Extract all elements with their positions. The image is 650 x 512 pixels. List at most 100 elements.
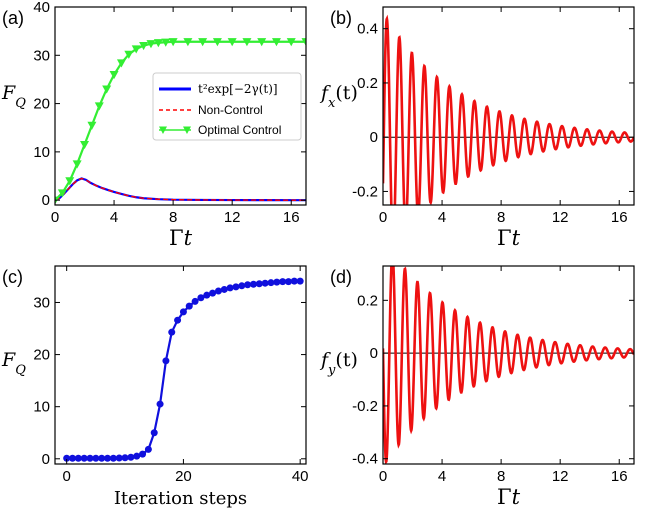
- x-tick-label: 40: [292, 468, 309, 485]
- x-axis-label: Γt: [497, 485, 521, 509]
- data-point-14: [153, 39, 163, 48]
- series-line-0: [66, 280, 301, 460]
- series-line-1: [55, 177, 306, 201]
- x-tick-label: 16: [283, 209, 300, 226]
- x-tick-label: 8: [497, 209, 505, 226]
- data-point-23: [197, 294, 205, 302]
- data-point-18: [168, 328, 176, 336]
- data-point-27: [220, 285, 228, 293]
- x-tick-label: 16: [611, 209, 628, 226]
- data-point-6: [94, 102, 104, 111]
- x-tick-label: 20: [175, 468, 192, 485]
- x-tick-label: 4: [438, 468, 446, 485]
- panel-label: (d): [330, 267, 352, 287]
- data-point-33: [255, 280, 263, 288]
- series-line-0: [55, 177, 306, 202]
- data-point-9: [116, 59, 126, 68]
- panel-label: (a): [2, 8, 24, 28]
- data-point-3: [72, 160, 82, 169]
- x-tick-label: 4: [110, 209, 118, 226]
- data-point-31: [244, 281, 252, 289]
- data-point-13: [146, 40, 156, 49]
- plot-area: [55, 38, 306, 205]
- data-point-39: [290, 277, 298, 285]
- data-point-19: [174, 316, 182, 324]
- data-point-17: [183, 38, 193, 47]
- data-point-6: [98, 454, 106, 462]
- data-point-15: [150, 429, 158, 437]
- plot-area: [63, 277, 304, 462]
- data-point-21: [185, 302, 193, 310]
- data-point-7: [102, 85, 112, 94]
- plot-frame: [54, 6, 307, 206]
- x-tick-label: 0: [379, 209, 387, 226]
- series-line-0: [383, 14, 634, 205]
- data-point-9: [115, 454, 123, 462]
- data-point-15: [161, 38, 171, 47]
- data-point-38: [284, 278, 292, 286]
- data-point-25: [209, 289, 217, 297]
- legend-label-2: Optimal Control: [198, 123, 281, 137]
- data-point-14: [144, 445, 152, 453]
- data-point-5: [92, 454, 100, 462]
- y-tick-label: 0: [42, 451, 50, 468]
- y-tick-label: 40: [33, 0, 50, 16]
- data-point-12: [139, 42, 149, 51]
- data-point-18: [198, 38, 208, 47]
- x-axis-label: Iteration steps: [114, 488, 247, 509]
- x-tick-label: 8: [497, 468, 505, 485]
- panel-label: (c): [2, 267, 23, 287]
- plot-frame: [382, 6, 635, 206]
- data-point-28: [226, 284, 234, 292]
- y-tick-label: 0: [370, 129, 378, 146]
- data-point-24: [203, 291, 211, 299]
- panel-c: 0 20 40 0 10 20 30 (c) Iteration steps FQ: [1, 265, 309, 509]
- data-point-16: [156, 400, 164, 408]
- y-tick-label: -0.2: [352, 398, 378, 415]
- data-point-12: [133, 452, 141, 460]
- data-point-10: [121, 454, 129, 462]
- plot-frame: [54, 265, 307, 465]
- y-tick-label: 10: [33, 399, 50, 416]
- x-tick-label: 4: [438, 209, 446, 226]
- data-point-1: [57, 189, 67, 198]
- plot-area: [383, 14, 634, 205]
- data-point-21: [242, 38, 252, 47]
- data-point-17: [162, 357, 170, 365]
- y-axis-label: FQ: [1, 349, 26, 378]
- data-point-8: [109, 71, 119, 80]
- data-point-35: [267, 279, 275, 287]
- y-axis-label: fy(t): [319, 349, 358, 378]
- y-tick-label: 30: [33, 47, 50, 64]
- y-tick-label: -0.4: [352, 451, 378, 468]
- data-point-11: [131, 45, 141, 54]
- data-point-36: [273, 278, 281, 286]
- series-line-0: [383, 266, 634, 464]
- data-point-26: [214, 287, 222, 295]
- data-point-40: [296, 277, 304, 285]
- data-point-20: [227, 38, 237, 47]
- data-point-2: [74, 454, 82, 462]
- data-point-13: [139, 450, 147, 458]
- data-point-2: [65, 177, 75, 186]
- data-point-20: [179, 308, 187, 316]
- data-point-19: [212, 38, 222, 47]
- legend: t²exp[−2γ(t)] Non-Control Optimal Control: [152, 72, 302, 141]
- x-axis-label: Γt: [497, 226, 521, 250]
- data-point-32: [249, 280, 257, 288]
- data-point-25: [301, 38, 306, 47]
- y-tick-label: 20: [33, 347, 50, 364]
- data-point-24: [286, 38, 296, 47]
- data-point-10: [124, 50, 134, 59]
- x-axis-label: Γt: [169, 226, 193, 250]
- data-point-4: [86, 454, 94, 462]
- panel-a: 0 4 8 12 16 0 10 20 30 40 (a) Γt FQ: [1, 0, 307, 250]
- y-tick-label: 0: [42, 192, 50, 209]
- y-tick-label: 20: [33, 96, 50, 113]
- plot-frame: [382, 265, 635, 465]
- data-point-22: [257, 38, 267, 47]
- legend-label-1: Non-Control: [198, 103, 263, 117]
- data-point-37: [279, 278, 287, 286]
